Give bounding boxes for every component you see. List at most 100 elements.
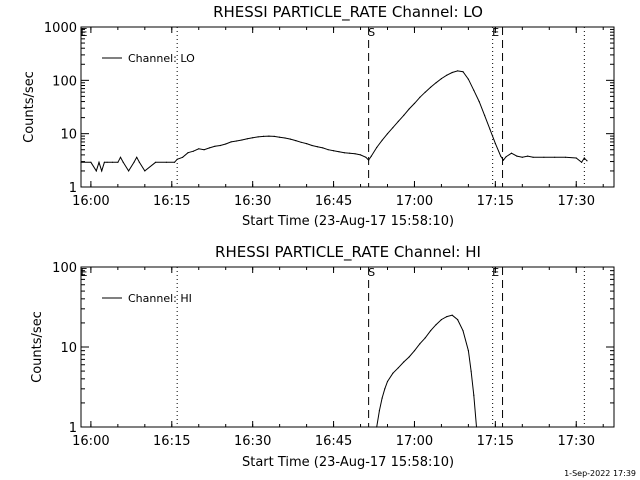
lo-data-point	[521, 156, 523, 158]
lo-data-point	[80, 161, 82, 163]
lo-data-point	[203, 149, 205, 151]
lo-data-point	[300, 141, 302, 143]
hi-data-point	[470, 370, 472, 372]
lo-data-point	[451, 71, 453, 74]
hi-plot-frame	[80, 266, 615, 428]
lo-data-point	[386, 133, 389, 135]
hi-data-point	[419, 343, 421, 345]
lo-data-point	[484, 114, 486, 116]
lo-data-point	[359, 154, 362, 156]
lo-data-point	[500, 155, 502, 157]
lo-data-point	[376, 146, 378, 149]
lo-data-point	[413, 102, 416, 104]
hi-data-point	[397, 367, 399, 369]
lo-data-point	[516, 155, 518, 157]
hi-x-axis-label: Start Time (23-Aug-17 15:58:10)	[242, 455, 454, 470]
hi-marker-label: E	[492, 266, 499, 279]
lo-data-point	[424, 91, 426, 93]
lo-data-point	[316, 146, 318, 148]
lo-data-point	[446, 74, 448, 76]
lo-data-point	[478, 101, 480, 103]
lo-data-point	[403, 114, 405, 116]
hi-x-tick-label: 16:00	[72, 434, 109, 449]
hi-x-tick-label: 16:45	[315, 434, 352, 449]
hi-data-point	[473, 394, 475, 396]
lo-data-point	[268, 135, 270, 137]
lo-plot-frame	[80, 26, 615, 188]
lo-data-point	[119, 156, 122, 158]
lo-y-axis-label: Counts/sec	[22, 71, 37, 143]
lo-data-point	[349, 152, 351, 154]
lo-data-point	[581, 161, 583, 163]
hi-data-point	[462, 330, 464, 332]
lo-data-point	[214, 145, 216, 147]
lo-data-point	[173, 161, 176, 163]
lo-data-point	[510, 152, 513, 154]
lo-marker-label: S	[368, 26, 375, 39]
lo-data-point	[262, 135, 265, 137]
hi-data-point	[446, 316, 448, 318]
lo-data-point	[333, 150, 335, 152]
lo-data-point	[136, 156, 138, 158]
lo-data-point	[192, 150, 194, 152]
lo-data-point	[111, 161, 114, 163]
lo-data-point	[435, 82, 437, 84]
hi-data-point	[408, 356, 410, 358]
lo-data-point	[575, 157, 577, 159]
hi-y-tick-label: 10	[60, 341, 77, 356]
hi-data-point	[376, 426, 378, 428]
lo-data-point	[252, 137, 254, 139]
lo-data-point	[473, 89, 475, 91]
lo-data-point	[392, 127, 394, 129]
hi-channel-panel: RHESSI PARTICLE_RATE Channel: HI Start T…	[30, 243, 615, 470]
hi-data-point	[440, 319, 442, 321]
lo-y-tick-label: 10	[60, 128, 77, 143]
lo-data-point	[295, 140, 297, 142]
hi-y-axis-label: Counts/sec	[30, 311, 45, 383]
lo-data-point	[440, 78, 442, 80]
lo-data-point	[554, 156, 556, 158]
lo-x-axis-label: Start Time (23-Aug-17 15:58:10)	[242, 214, 454, 229]
lo-data-point	[381, 139, 383, 141]
lo-x-tick-label: 17:00	[396, 194, 433, 209]
lo-data-point	[95, 170, 97, 172]
lo-data-point	[430, 86, 432, 88]
hi-x-tick-label: 16:15	[153, 434, 190, 449]
hi-data-point	[378, 410, 380, 412]
hi-legend: Channel: HI	[102, 292, 192, 305]
lo-data-point	[527, 155, 529, 157]
hi-x-tick-label: 17:30	[558, 434, 595, 449]
hi-data-point	[381, 397, 383, 399]
lo-x-tick-label: 17:30	[558, 194, 595, 209]
lo-x-tick-label: 17:15	[477, 194, 514, 209]
lo-y-tick-label: 100	[52, 74, 77, 89]
lo-data-point	[225, 143, 227, 145]
lo-data-point	[182, 156, 184, 158]
hi-data-point	[467, 350, 469, 352]
hi-data-point	[403, 361, 405, 363]
lo-data-point	[198, 148, 200, 150]
lo-data-point	[408, 108, 410, 110]
hi-data-point	[424, 337, 426, 339]
lo-data-point	[467, 78, 469, 80]
lo-data-point	[257, 136, 259, 138]
lo-x-tick-label: 16:45	[315, 194, 352, 209]
lo-data-point	[306, 143, 308, 145]
lo-data-point	[117, 161, 119, 163]
hi-chart-title: RHESSI PARTICLE_RATE Channel: HI	[215, 243, 481, 262]
hi-data-point	[430, 330, 432, 332]
lo-data-point	[368, 159, 370, 161]
lo-series-line	[81, 70, 588, 173]
lo-data-point	[354, 153, 356, 155]
lo-data-point	[230, 141, 232, 143]
lo-y-tick-label: 1	[69, 181, 77, 196]
hi-x-tick-label: 16:30	[234, 434, 271, 449]
hi-legend-label: Channel: HI	[128, 292, 192, 305]
lo-channel-panel: RHESSI PARTICLE_RATE Channel: LO Start T…	[22, 3, 615, 229]
lo-data-point	[246, 138, 248, 140]
lo-data-point	[133, 161, 135, 163]
lo-data-point	[219, 144, 221, 147]
hi-y-tick-label: 1	[69, 421, 77, 436]
lo-data-point	[502, 159, 504, 161]
